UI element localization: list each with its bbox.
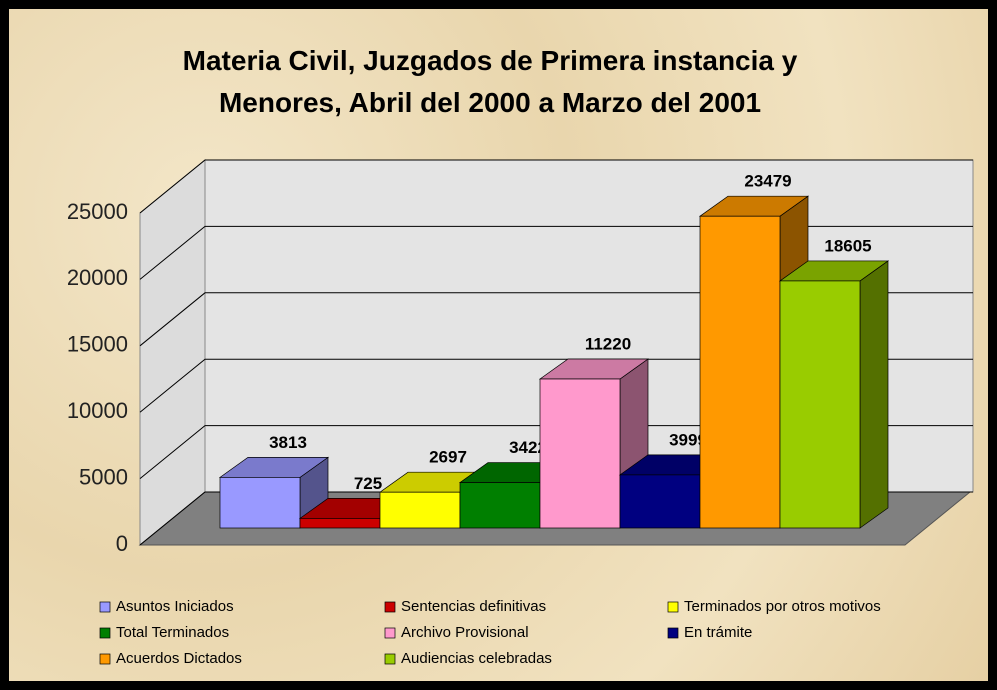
bar [539, 378, 621, 529]
legend-label: Asuntos Iniciados [116, 598, 234, 615]
y-tick-label: 20000 [67, 265, 128, 290]
legend-swatch [384, 627, 396, 639]
legend-swatch [99, 601, 111, 613]
legend-swatch [99, 627, 111, 639]
y-tick-label: 0 [116, 531, 128, 556]
bar [379, 491, 461, 529]
y-tick-label: 10000 [67, 398, 128, 423]
legend-swatch [384, 653, 396, 665]
bar-side [859, 260, 889, 529]
legend-swatch [384, 601, 396, 613]
legend-label: Acuerdos Dictados [116, 650, 242, 667]
legend-label: Terminados por otros motivos [684, 598, 881, 615]
legend-swatch [667, 627, 679, 639]
legend-label: Total Terminados [116, 624, 229, 641]
side-wall [139, 158, 206, 547]
bar [459, 482, 541, 529]
bar [219, 477, 301, 529]
legend-label: Audiencias celebradas [401, 650, 552, 667]
value-label: 18605 [824, 236, 871, 255]
legend-swatch [667, 601, 679, 613]
bar [299, 518, 381, 529]
value-label: 2697 [429, 448, 467, 467]
chart-title: Materia Civil, Juzgados de Primera insta… [182, 45, 798, 118]
legend-label: Sentencias definitivas [401, 598, 546, 615]
value-label: 3422 [509, 438, 547, 457]
bar [779, 280, 861, 529]
value-label: 11220 [585, 334, 631, 353]
legend-swatch [99, 653, 111, 665]
value-label: 3813 [269, 433, 307, 452]
bar [699, 215, 781, 529]
y-tick-label: 15000 [67, 332, 128, 357]
value-label: 23479 [744, 172, 791, 191]
y-tick-label: 25000 [67, 199, 128, 224]
grid-line [139, 159, 973, 214]
legend-label: Archivo Provisional [401, 624, 529, 641]
value-label: 725 [354, 474, 382, 493]
value-label: 3999 [669, 430, 707, 449]
y-tick-label: 5000 [79, 464, 128, 489]
bar [619, 474, 701, 529]
legend-label: En trámite [684, 624, 752, 641]
